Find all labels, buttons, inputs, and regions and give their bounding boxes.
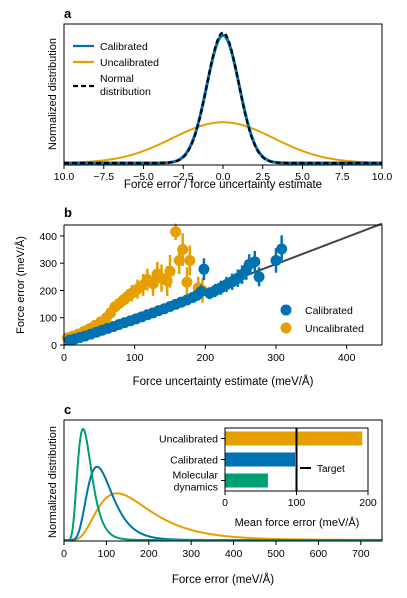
panel-a-distribution-chart: 10.0 −7.5 −5.0 −2.5 0.0 2.5 5.0 7.5 10.0 Force e… [47,23,393,191]
panel-a-curve-normal-distribution [64,31,382,165]
panel-b-point-uncalibrated [177,244,189,256]
panel-a-curve-uncalibrated [63,121,383,164]
panel-b-point-uncalibrated [170,226,182,238]
panel-c-x-tick-label: 0 [61,548,67,560]
panel-a-x-ticks: 10.0 −7.5 −5.0 −2.5 0.0 2.5 5.0 7.5 10.0 [54,165,393,183]
panel-a-x-tick-label: −2.5 [173,171,194,183]
panel-b-y-tick-label: 400 [39,231,57,243]
panel-b-point-calibrated [276,243,288,255]
panel-a-x-tick-label: 10.0 [54,171,75,183]
panel-b-point-calibrated [198,263,210,275]
legend-marker-uncalibrated [280,322,292,334]
panel-c-curve-molecular-dynamics [64,427,382,541]
panel-c-inset-bar-chart: UncalibratedCalibratedMoleculardynamics … [159,427,377,529]
inset-x-ticks: 0 100 200 [222,491,377,509]
panel-b-x-tick-label: 100 [126,352,144,364]
inset-bar-uncalibrated [225,431,363,446]
panel-c-x-tick-label: 700 [352,548,370,560]
panel-b-y-tick-label: 0 [51,340,57,352]
legend-label-uncalibrated: Uncalibrated [100,57,159,69]
panel-b-x-axis-label: Force uncertainty estimate (meV/Å) [133,375,314,388]
panel-c-x-tick-label: 300 [182,548,200,560]
panel-c-axes-frame [63,419,383,542]
inset-bar-calibrated [225,452,296,467]
panel-b-point-calibrated [270,254,282,266]
panel-c-x-tick-label: 100 [98,548,116,560]
panel-c-x-ticks: 0 100 200 300 400 500 600 700 [61,541,370,560]
panel-c-x-tick-label: 400 [225,548,243,560]
panel-a-curves [63,31,383,165]
panel-a-x-axis-label: Force error / force uncertainty estimate [124,179,322,191]
panel-label-a: a [64,6,72,21]
inset-bar-molecular-dynamics [225,473,268,488]
panel-b-legend: Calibrated Uncalibrated [280,304,364,335]
panel-c-x-axis-label: Force error (meV/Å) [172,573,274,586]
legend-label-normal-line2: distribution [100,86,151,98]
legend-label-uncalibrated: Uncalibrated [305,323,364,335]
panel-a-x-tick-label: 5.0 [295,171,310,183]
legend-label-calibrated: Calibrated [100,41,148,53]
panel-a-x-tick-label: 10.0 [372,171,393,183]
panel-b-points [62,223,288,346]
inset-category-label: Uncalibrated [159,434,218,446]
legend-label-normal-line1: Normal [100,73,134,85]
panel-c-curves [64,427,382,541]
panel-b-point-calibrated [195,286,207,298]
inset-x-tick-label: 0 [222,497,228,509]
panel-a-x-tick-label: 0.0 [216,171,231,183]
inset-x-axis-label: Mean force error (meV/Å) [235,516,360,529]
panel-c-y-axis-label: Normalized distribution [47,426,59,538]
panel-a-legend: Calibrated Uncalibrated Normal distribut… [73,41,159,98]
panel-b-point-calibrated [253,271,265,283]
inset-category-label: Calibrated [170,455,218,467]
panel-b-x-tick-label: 400 [338,352,356,364]
panel-b-point-uncalibrated [147,278,159,290]
panel-b-x-ticks: 0 100 200 300 400 [61,345,356,364]
panel-a-x-tick-label: −7.5 [93,171,114,183]
panel-b-point-uncalibrated [164,265,176,277]
panel-c-error-distribution-chart: 0 100 200 300 400 500 600 700 Force error (meV/… [47,419,383,586]
panel-a-x-tick-label: 2.5 [255,171,270,183]
panel-a-x-tick-label: −5.0 [133,171,154,183]
inset-x-tick-label: 100 [288,497,306,509]
panel-b-x-tick-label: 300 [267,352,285,364]
inset-legend: Target [300,464,345,475]
panel-label-b: b [64,205,72,220]
panel-b-y-tick-label: 100 [39,313,57,325]
panel-c-x-tick-label: 600 [310,548,328,560]
legend-label-target: Target [317,464,345,475]
inset-category-label: dynamics [174,482,218,494]
panel-label-c: c [64,402,71,417]
panel-b-y-tick-label: 200 [39,285,57,297]
legend-marker-calibrated [280,304,292,316]
inset-category-label: Molecular [172,470,218,482]
panel-b-y-tick-label: 300 [39,258,57,270]
panel-a-x-tick-label: 7.5 [335,171,350,183]
panel-b-point-calibrated [249,256,261,268]
panel-b-x-tick-label: 200 [197,352,215,364]
panel-c-x-tick-label: 200 [140,548,158,560]
inset-x-tick-label: 200 [359,497,377,509]
panel-a-curve-calibrated [64,33,382,165]
panel-a-y-axis-label: Normalized distribution [47,38,59,150]
legend-label-calibrated: Calibrated [305,305,353,317]
panel-b-point-uncalibrated [181,276,193,288]
panel-c-x-tick-label: 500 [267,548,285,560]
panel-b-scatter-chart: 0 100 200 300 400 0 100 200 300 400 Force uncert… [14,222,383,388]
panel-b-point-uncalibrated [184,254,196,266]
panel-b-y-ticks: 0 100 200 300 400 [39,231,64,352]
panel-b-x-tick-label: 0 [61,352,67,364]
panel-b-y-axis-label: Force error (meV/Å) [14,236,27,334]
inset-bars [225,431,363,488]
